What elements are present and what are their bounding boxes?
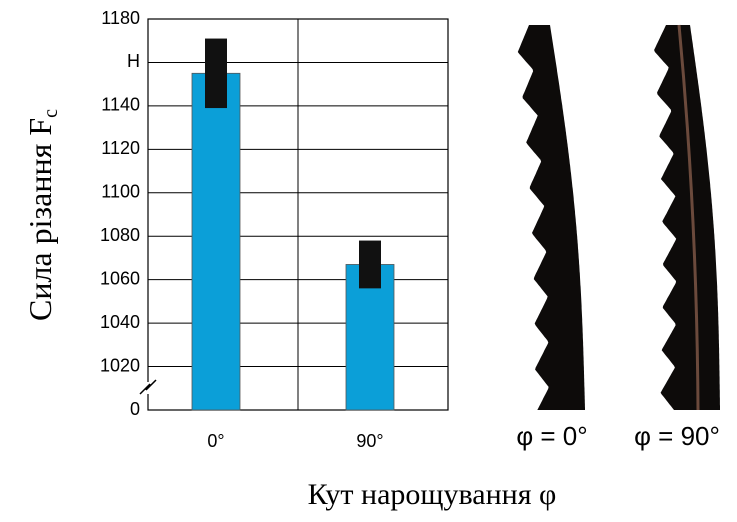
error-bar — [205, 39, 227, 109]
x-axis-label: Кут нарощування φ — [308, 478, 557, 511]
x-tick-label: 0° — [207, 431, 224, 451]
image-caption: φ = 0° — [516, 421, 587, 451]
image-caption: φ = 90° — [634, 421, 720, 451]
y-tick-label: 1060 — [100, 268, 140, 288]
y-tick-label: H — [127, 51, 140, 71]
y-tick-label: 1140 — [101, 95, 140, 115]
chart: Сила різання Fc Кут нарощування φ φ = 0°… — [0, 0, 737, 522]
y-tick-label: 1080 — [100, 225, 140, 245]
x-tick-label: 90° — [356, 431, 383, 451]
y-tick-label: 1020 — [100, 355, 140, 375]
y-tick-label: 1040 — [100, 312, 140, 332]
y-tick-label: 1120 — [101, 138, 140, 158]
y-tick-label: 1180 — [101, 8, 140, 28]
y-tick-label: 0 — [130, 399, 140, 419]
y-tick-label: 1100 — [101, 182, 140, 202]
error-bar — [359, 241, 381, 289]
bar — [192, 73, 240, 410]
y-axis-label: Сила різання Fc — [22, 109, 61, 321]
